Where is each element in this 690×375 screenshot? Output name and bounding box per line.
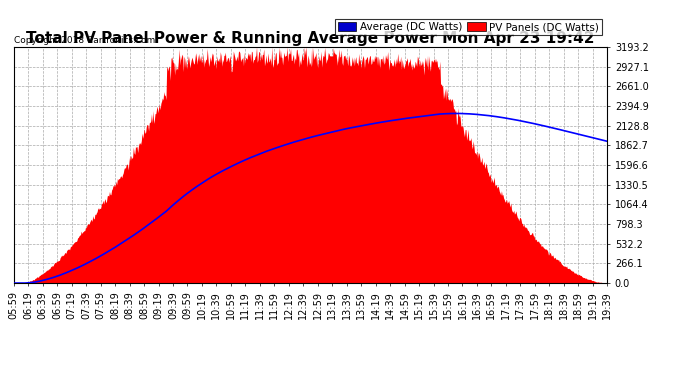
Title: Total PV Panel Power & Running Average Power Mon Apr 23 19:42: Total PV Panel Power & Running Average P… xyxy=(26,31,595,46)
Legend: Average (DC Watts), PV Panels (DC Watts): Average (DC Watts), PV Panels (DC Watts) xyxy=(335,19,602,35)
Text: Copyright 2018 Cartronics.com: Copyright 2018 Cartronics.com xyxy=(14,36,155,45)
